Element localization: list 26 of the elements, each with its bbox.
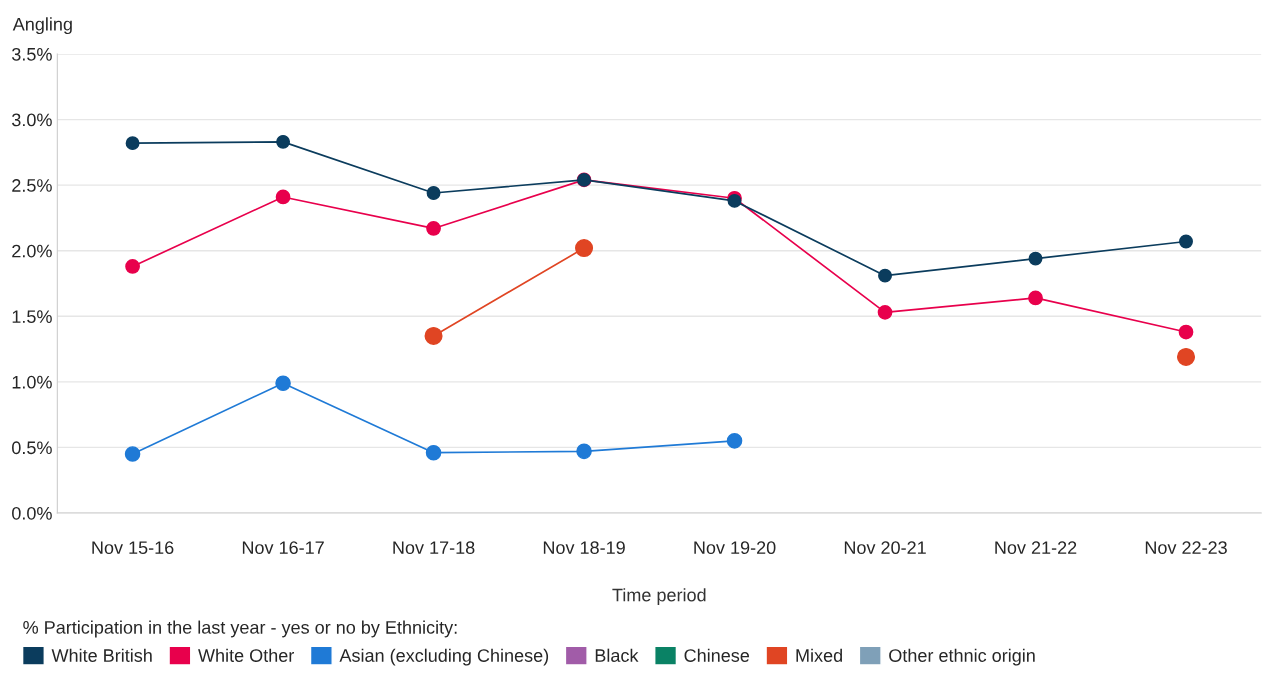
x-tick-label: Nov 17-18	[393, 541, 475, 555]
x-tick-label: Nov 15-16	[92, 541, 174, 555]
x-tick-label: Nov 19-20	[694, 541, 776, 555]
x-tick-label: Nov 21-22	[995, 541, 1077, 555]
x-axis-title: Time period	[612, 588, 706, 605]
legend-label: Other ethnic origin	[889, 648, 1035, 666]
y-tick-label: 3.5%	[12, 47, 52, 61]
legend-title: % Participation in the last year - yes or no by Ethnicity:	[23, 620, 457, 638]
x-tick-label: Nov 18-19	[543, 541, 625, 555]
legend-label: White Other	[198, 648, 294, 662]
x-tick-label: Nov 16-17	[242, 541, 324, 555]
legend-label: Chinese	[684, 648, 750, 662]
y-tick-label: 2.5%	[12, 179, 52, 192]
legend-label: Black	[595, 648, 639, 662]
y-tick-label: 2.0%	[12, 244, 52, 258]
x-tick-label: Nov 20-21	[844, 541, 926, 555]
legend-label: Mixed	[796, 648, 842, 662]
legend-label: Asian (excluding Chinese)	[339, 648, 549, 666]
y-tick-label: 0.5%	[12, 441, 52, 455]
legend-label: White British	[51, 648, 152, 662]
y-tick-label: 0.0%	[12, 506, 52, 520]
x-tick-label: Nov 22-23	[1145, 541, 1227, 555]
y-tick-label: 1.5%	[12, 310, 52, 324]
y-tick-label: 3.0%	[12, 113, 52, 127]
chart-title: Angling	[12, 17, 72, 35]
y-tick-label: 1.0%	[12, 375, 52, 389]
